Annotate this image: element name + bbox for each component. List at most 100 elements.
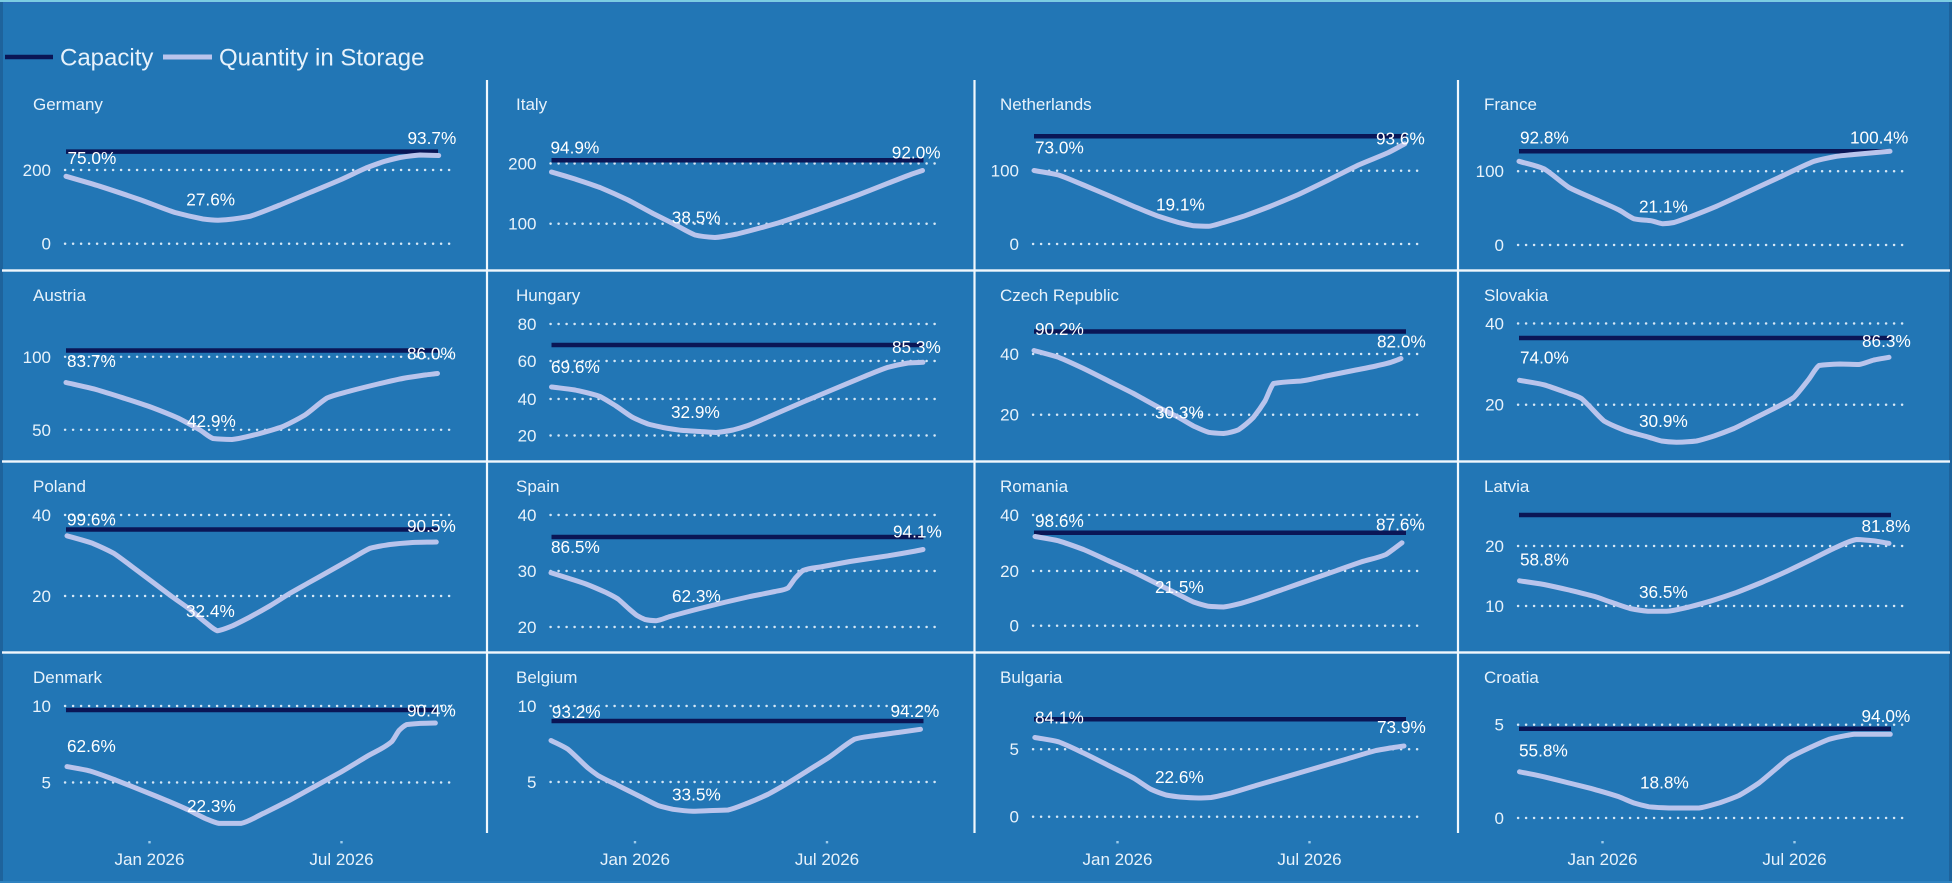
svg-text:0: 0 [1495, 809, 1504, 828]
svg-text:94.1%: 94.1% [893, 522, 942, 542]
svg-text:19.1%: 19.1% [1156, 195, 1205, 215]
svg-text:22.6%: 22.6% [1155, 767, 1204, 787]
svg-text:36.5%: 36.5% [1639, 582, 1688, 602]
svg-text:42.9%: 42.9% [187, 411, 236, 431]
svg-text:86.0%: 86.0% [407, 344, 456, 364]
svg-text:99.6%: 99.6% [67, 510, 116, 530]
svg-text:93.7%: 93.7% [408, 128, 457, 148]
svg-text:50: 50 [32, 421, 51, 440]
svg-text:40: 40 [518, 506, 537, 525]
svg-text:32.9%: 32.9% [671, 402, 720, 422]
svg-text:Jan 2026: Jan 2026 [1083, 850, 1153, 869]
svg-text:Slovakia: Slovakia [1484, 286, 1549, 305]
svg-text:Spain: Spain [516, 477, 559, 496]
svg-text:Capacity: Capacity [60, 44, 153, 71]
svg-text:93.6%: 93.6% [1376, 128, 1425, 148]
svg-text:0: 0 [1495, 236, 1504, 255]
svg-text:69.6%: 69.6% [551, 357, 600, 377]
svg-text:France: France [1484, 95, 1537, 114]
svg-text:Denmark: Denmark [33, 668, 102, 687]
svg-text:85.3%: 85.3% [892, 337, 941, 357]
svg-text:100.4%: 100.4% [1850, 128, 1908, 148]
svg-text:Netherlands: Netherlands [1000, 95, 1092, 114]
svg-text:Jan 2026: Jan 2026 [1568, 850, 1638, 869]
svg-text:40: 40 [32, 506, 51, 525]
svg-text:58.8%: 58.8% [1520, 550, 1569, 570]
svg-text:Jan 2026: Jan 2026 [115, 850, 185, 869]
svg-text:74.0%: 74.0% [1520, 347, 1569, 367]
svg-text:Belgium: Belgium [516, 668, 577, 687]
svg-text:100: 100 [508, 215, 536, 234]
svg-text:20: 20 [518, 426, 537, 445]
svg-text:82.0%: 82.0% [1377, 332, 1426, 352]
svg-text:0: 0 [42, 235, 51, 254]
svg-text:Jul 2026: Jul 2026 [309, 850, 373, 869]
svg-text:5: 5 [1495, 716, 1504, 735]
svg-text:18.8%: 18.8% [1640, 773, 1689, 793]
svg-text:Bulgaria: Bulgaria [1000, 668, 1063, 687]
svg-text:20: 20 [32, 587, 51, 606]
svg-text:Czech Republic: Czech Republic [1000, 286, 1120, 305]
svg-text:0: 0 [1010, 235, 1019, 254]
svg-text:Quantity in Storage: Quantity in Storage [219, 44, 424, 71]
svg-text:10: 10 [1485, 597, 1504, 616]
svg-text:33.5%: 33.5% [672, 784, 721, 804]
svg-text:21.1%: 21.1% [1639, 196, 1688, 216]
svg-text:40: 40 [1485, 314, 1504, 333]
svg-text:93.2%: 93.2% [552, 702, 601, 722]
svg-text:Austria: Austria [33, 286, 86, 305]
svg-text:Jan 2026: Jan 2026 [600, 850, 670, 869]
svg-text:75.0%: 75.0% [68, 148, 117, 168]
svg-text:86.3%: 86.3% [1862, 331, 1911, 351]
svg-text:30.9%: 30.9% [1639, 411, 1688, 431]
svg-text:90.5%: 90.5% [407, 516, 456, 536]
svg-text:38.5%: 38.5% [672, 208, 721, 228]
svg-text:30: 30 [518, 562, 537, 581]
svg-text:10: 10 [32, 697, 51, 716]
svg-text:Latvia: Latvia [1484, 477, 1530, 496]
svg-text:5: 5 [1010, 740, 1019, 759]
svg-text:200: 200 [508, 154, 536, 173]
svg-text:Jul 2026: Jul 2026 [1277, 850, 1341, 869]
svg-text:20: 20 [1485, 396, 1504, 415]
svg-text:73.9%: 73.9% [1377, 717, 1426, 737]
svg-text:Romania: Romania [1000, 477, 1069, 496]
svg-text:Jul 2026: Jul 2026 [1762, 850, 1826, 869]
svg-text:98.6%: 98.6% [1035, 511, 1084, 531]
svg-text:40: 40 [518, 390, 537, 409]
svg-text:Italy: Italy [516, 95, 548, 114]
svg-text:20: 20 [1000, 406, 1019, 425]
svg-text:Croatia: Croatia [1484, 668, 1539, 687]
svg-text:40: 40 [1000, 506, 1019, 525]
svg-text:32.4%: 32.4% [186, 601, 235, 621]
svg-text:Jul 2026: Jul 2026 [795, 850, 859, 869]
svg-text:10: 10 [518, 697, 537, 716]
svg-text:20: 20 [518, 618, 537, 637]
svg-text:83.7%: 83.7% [67, 351, 116, 371]
svg-text:55.8%: 55.8% [1519, 741, 1568, 761]
svg-text:200: 200 [23, 161, 51, 180]
svg-text:80: 80 [518, 315, 537, 334]
svg-text:20: 20 [1000, 562, 1019, 581]
svg-text:20: 20 [1485, 537, 1504, 556]
svg-text:Poland: Poland [33, 477, 86, 496]
svg-text:94.9%: 94.9% [551, 138, 600, 158]
svg-text:100: 100 [1476, 162, 1504, 181]
svg-text:86.5%: 86.5% [551, 537, 600, 557]
svg-text:90.2%: 90.2% [1035, 319, 1084, 339]
svg-text:22.3%: 22.3% [187, 796, 236, 816]
svg-text:5: 5 [527, 773, 536, 792]
svg-text:100: 100 [23, 348, 51, 367]
svg-text:21.5%: 21.5% [1155, 577, 1204, 597]
svg-text:30.3%: 30.3% [1155, 402, 1204, 422]
svg-text:84.1%: 84.1% [1035, 708, 1084, 728]
svg-text:Hungary: Hungary [516, 286, 581, 305]
svg-text:0: 0 [1010, 808, 1019, 827]
svg-text:90.4%: 90.4% [407, 701, 456, 721]
svg-text:73.0%: 73.0% [1035, 137, 1084, 157]
svg-text:5: 5 [42, 774, 51, 793]
svg-text:94.2%: 94.2% [891, 701, 940, 721]
svg-text:Germany: Germany [33, 95, 103, 114]
svg-text:27.6%: 27.6% [186, 189, 235, 209]
svg-text:62.6%: 62.6% [67, 736, 116, 756]
